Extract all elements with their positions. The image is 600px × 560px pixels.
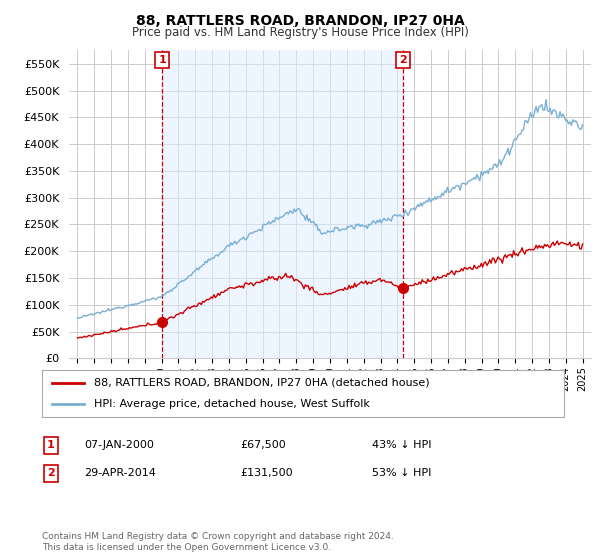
Text: HPI: Average price, detached house, West Suffolk: HPI: Average price, detached house, West… <box>94 399 370 409</box>
Text: £67,500: £67,500 <box>240 440 286 450</box>
Text: 2: 2 <box>47 468 55 478</box>
Text: 1: 1 <box>47 440 55 450</box>
Text: 1: 1 <box>158 55 166 65</box>
Text: 88, RATTLERS ROAD, BRANDON, IP27 0HA (detached house): 88, RATTLERS ROAD, BRANDON, IP27 0HA (de… <box>94 378 430 388</box>
Text: £131,500: £131,500 <box>240 468 293 478</box>
Text: Price paid vs. HM Land Registry's House Price Index (HPI): Price paid vs. HM Land Registry's House … <box>131 26 469 39</box>
Text: 07-JAN-2000: 07-JAN-2000 <box>84 440 154 450</box>
Text: Contains HM Land Registry data © Crown copyright and database right 2024.
This d: Contains HM Land Registry data © Crown c… <box>42 532 394 552</box>
Text: 88, RATTLERS ROAD, BRANDON, IP27 0HA: 88, RATTLERS ROAD, BRANDON, IP27 0HA <box>136 14 464 28</box>
Text: 29-APR-2014: 29-APR-2014 <box>84 468 156 478</box>
Text: 43% ↓ HPI: 43% ↓ HPI <box>372 440 431 450</box>
Text: 53% ↓ HPI: 53% ↓ HPI <box>372 468 431 478</box>
Text: 2: 2 <box>399 55 407 65</box>
Bar <box>162 50 403 358</box>
